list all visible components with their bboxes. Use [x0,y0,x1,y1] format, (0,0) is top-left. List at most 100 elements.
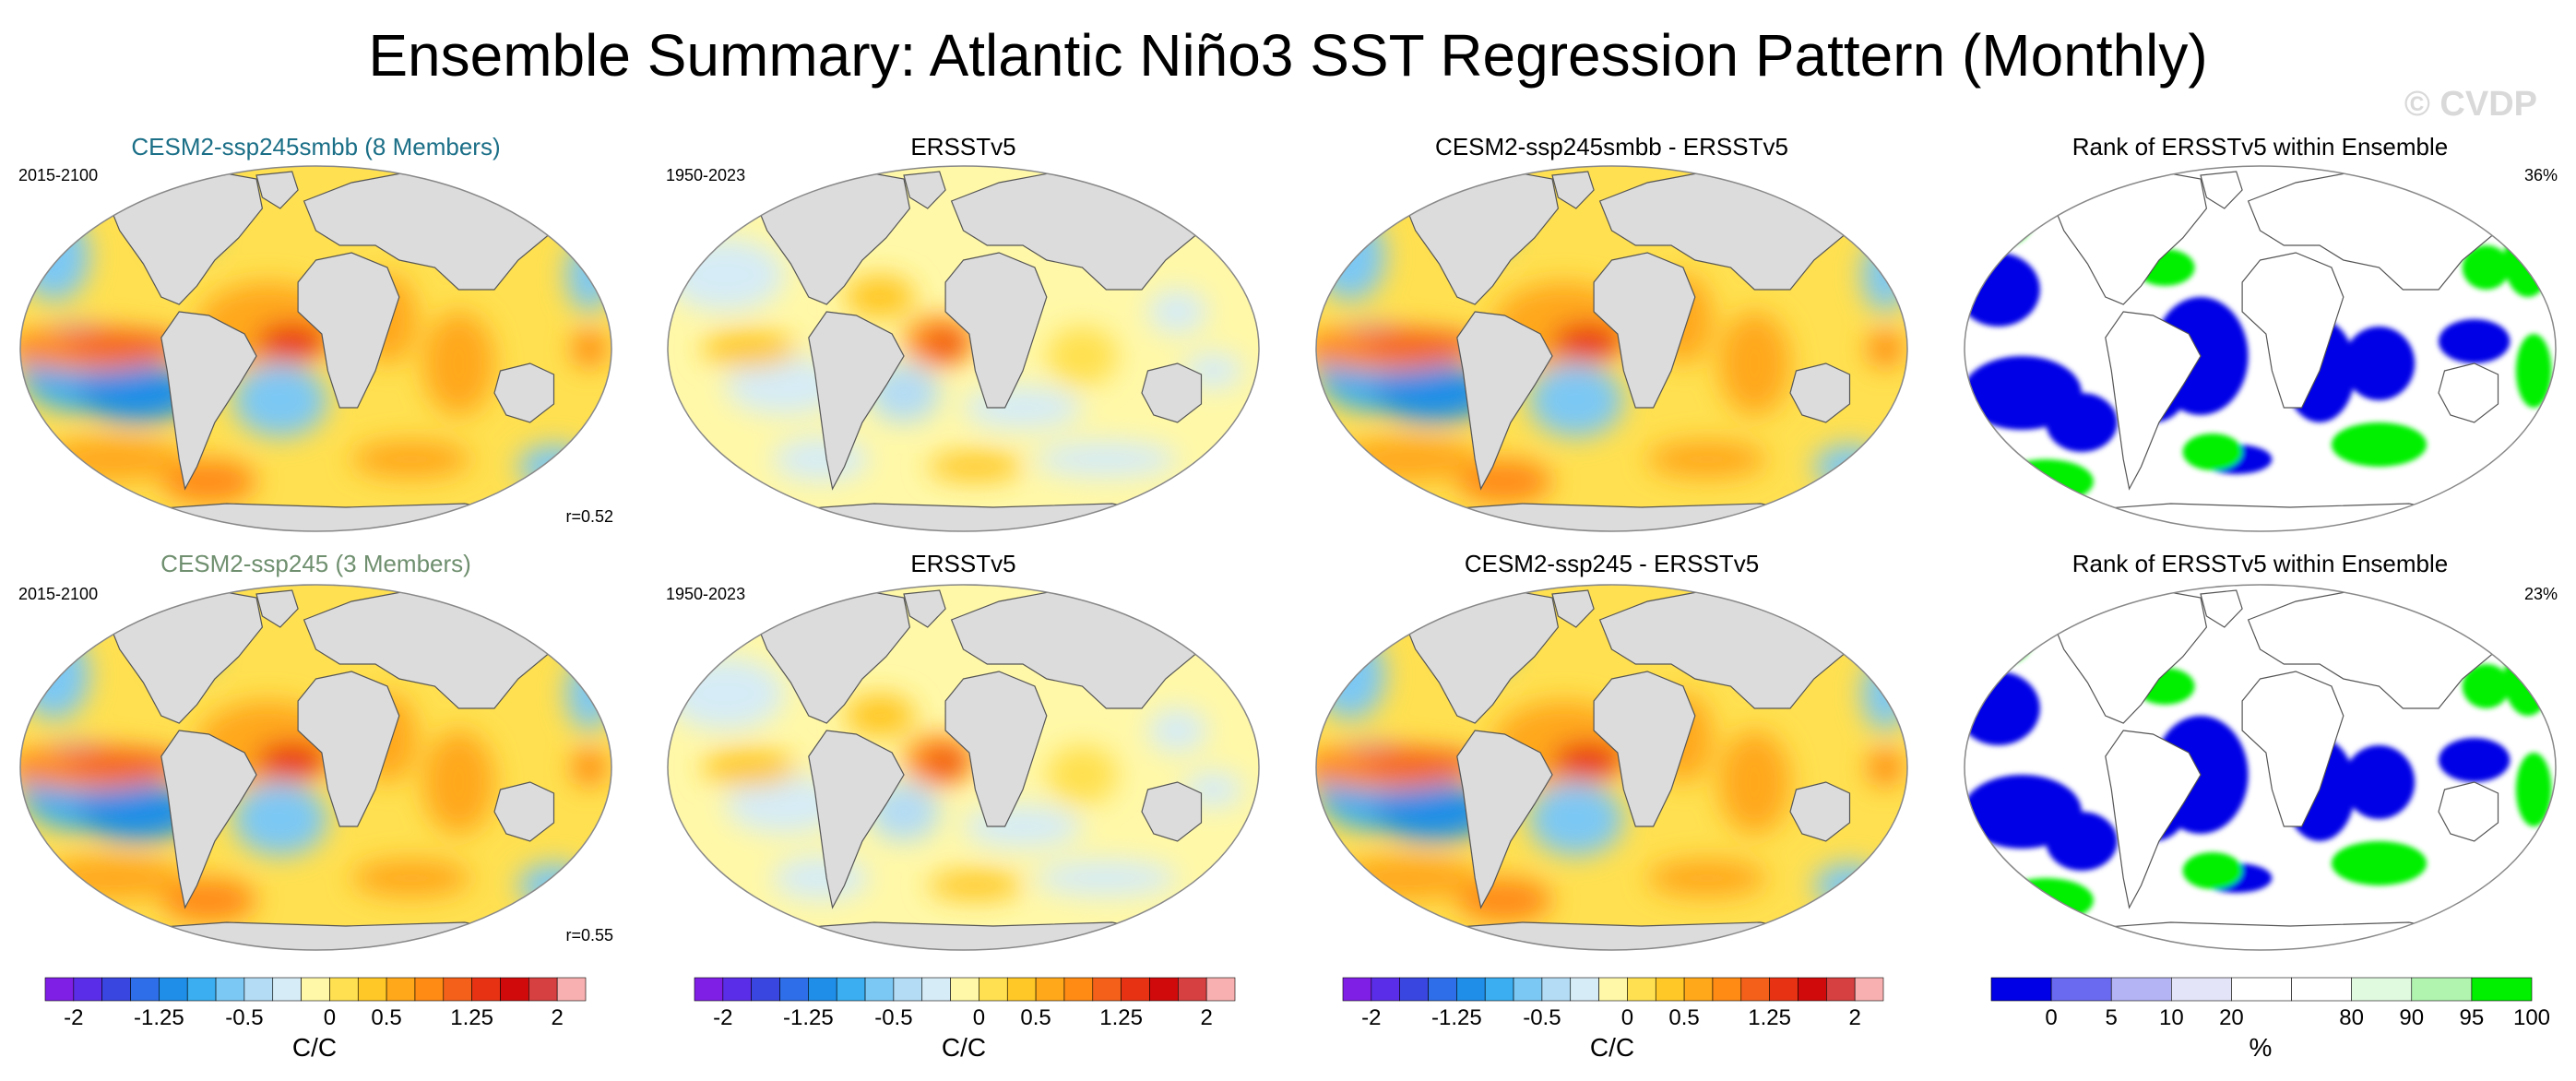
colorbar-box [893,977,923,1002]
colorbar-box [386,977,416,1002]
colorbar-tick-label: 0.5 [371,1005,402,1030]
field-contour-region [1647,441,1767,478]
colorbar-box [215,977,245,1002]
field-contour-region [232,363,328,437]
field-contour-region [65,330,185,360]
colorbar-units-label: C/C [291,1033,338,1062]
map-outline [667,165,1260,532]
field-contour-region [1528,363,1624,437]
colorbar-box [950,977,979,1002]
colorbar-box [243,977,274,1002]
colorbar-box [44,977,75,1002]
period-label: 1950-2023 [666,585,746,603]
field-contour-region [668,238,785,312]
field-contour-region [571,749,608,786]
colorbar-tick-label: 2 [551,1005,564,1030]
panel-title: CESM2-ssp245smbb (8 Members) [131,133,501,160]
field-contour-region [565,657,612,731]
colorbar-box [1371,977,1400,1002]
colorbar-tick-label: 0 [1620,1005,1634,1030]
field-contour-region [20,212,90,301]
colorbar-box [2291,977,2352,1002]
colorbar-box [1513,977,1543,1002]
colorbar-box [1092,977,1122,1002]
sst-regression-map [1315,165,1908,532]
field-contour-region [963,386,1083,430]
colorbar-tick-label: 20 [2219,1005,2244,1030]
colorbar [1342,977,1884,1002]
land-australia [1789,781,1851,842]
sst-regression-map [1315,584,1908,951]
field-contour-region [571,330,608,367]
map-outline [19,165,612,532]
land-antarctica [770,503,1190,531]
sst-regression-map [19,165,612,532]
field-contour-region [927,334,964,356]
field-contour-region [963,804,1083,849]
colorbar-tick-label: -2 [713,1005,733,1030]
field-contour-region [1718,312,1790,415]
rank-percent-label: 23% [2523,585,2558,603]
land-southAmerica [1456,730,1553,909]
field-contour-region [517,863,590,908]
land-southAmerica [2105,730,2202,909]
colorbar-box [1178,977,1207,1002]
field-contour-region [2046,393,2118,452]
colorbar-box [500,977,529,1002]
colorbar-box [921,977,951,1002]
land-antarctica [2067,921,2487,950]
colorbar-tick-label: 2 [1200,1005,1213,1030]
colorbar-tick-label: 2 [1848,1005,1861,1030]
field-contour-region [701,749,797,786]
land-greenland [903,589,946,628]
colorbar-tick-label: 0 [2045,1005,2058,1030]
land-australia [1141,362,1203,423]
land-greenland [1551,171,1595,209]
colorbar-box [751,977,780,1002]
colorbar [694,977,1236,1002]
field-contour-region [1861,657,1908,731]
field-contour-region [1528,782,1624,856]
rank-percent-label: 36% [2523,166,2558,184]
field-contour-region [65,749,185,778]
colorbar-box [2231,977,2292,1002]
colorbar-box [1484,977,1514,1002]
land-australia [2438,362,2499,423]
field-contour-region [256,323,328,360]
field-contour-region [1316,212,1386,301]
land-africa [297,671,400,827]
panel-title: Rank of ERSSTv5 within Ensemble [2071,133,2449,160]
map-outline [19,584,612,951]
colorbar-box [1399,977,1429,1002]
land-antarctica [123,921,542,950]
land-africa [297,252,400,409]
colorbar-box [1598,977,1628,1002]
colorbar-tick-label: 1.25 [1748,1005,1791,1030]
field-contour-region [844,275,916,319]
field-contour-region [1813,863,1886,908]
colorbar [44,977,587,1002]
colorbar [1990,977,2533,1002]
field-contour-region [2439,319,2511,363]
field-contour-region [1373,363,1493,422]
colorbar-tick-label: 1.25 [450,1005,493,1030]
colorbar-box [722,977,752,1002]
land-southAmerica [2105,311,2202,491]
field-contour-region [927,452,1023,481]
field-contour-region [927,871,1023,900]
colorbar-units-label: C/C [941,1033,987,1062]
colorbar-box [1854,977,1884,1002]
cvdp-watermark: © CVDP [2404,85,2537,124]
colorbar-box [1627,977,1656,1002]
land-southAmerica [1456,311,1553,491]
field-contour-region [2462,664,2511,708]
field-contour-region [1998,878,2094,922]
colorbar-tick-label: -0.5 [225,1005,264,1030]
field-contour-region [2046,812,2118,871]
colorbar-tick-label: 0 [972,1005,986,1030]
colorbar-tick-label: 1.25 [1099,1005,1143,1030]
sst-regression-map [667,165,1260,532]
land-australia [2438,781,2499,842]
colorbar-tick-label: 0 [323,1005,337,1030]
sst-regression-map [19,584,612,951]
